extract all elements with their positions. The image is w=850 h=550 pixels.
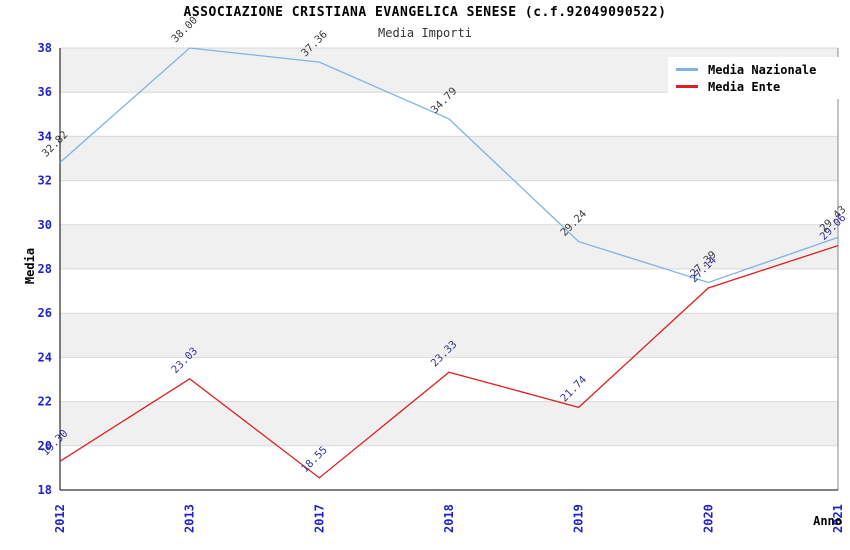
x-tick-label: 2019: [572, 504, 586, 533]
plot-band: [60, 313, 838, 358]
y-tick-label: 22: [38, 395, 52, 409]
y-tick-label: 28: [38, 262, 52, 276]
y-axis-title: Media: [23, 247, 37, 285]
y-tick-label: 18: [38, 483, 52, 497]
x-tick-label: 2017: [312, 504, 326, 533]
series-line-media-ente: [59, 244, 839, 479]
x-axis-title: Anno: [813, 514, 842, 528]
chart-title: ASSOCIAZIONE CRISTIANA EVANGELICA SENESE…: [183, 5, 667, 20]
legend-item-media-nazionale: Media Nazionale: [668, 61, 846, 78]
plot-band: [60, 136, 838, 181]
plot-band: [60, 92, 838, 137]
chart-subtitle: Media Importi: [378, 26, 472, 40]
legend-label-media-ente: Media Ente: [708, 79, 781, 94]
x-tick-label: 2018: [442, 504, 456, 533]
y-tick-label: 30: [38, 218, 52, 232]
y-tick-label: 26: [38, 306, 52, 320]
plot-band: [60, 224, 838, 269]
line-swatch-media-nazionale: [676, 68, 698, 71]
legend: Media Nazionale Media Ente: [668, 57, 846, 99]
y-tick-label: 36: [38, 85, 52, 99]
legend-item-media-ente: Media Ente: [668, 78, 846, 95]
line-swatch-media-ente: [676, 85, 698, 88]
series-line-media-nazionale: [59, 47, 839, 284]
y-tick-label: 38: [38, 41, 52, 55]
y-tick-label: 24: [38, 350, 52, 364]
plot-band: [60, 401, 838, 446]
legend-label-media-nazionale: Media Nazionale: [708, 62, 817, 77]
x-tick-label: 2013: [183, 504, 197, 533]
y-tick-label: 32: [38, 174, 52, 188]
plot-band: [60, 445, 838, 490]
x-tick-label: 2020: [701, 504, 715, 533]
plot-band: [60, 269, 838, 314]
plot-band: [60, 180, 838, 225]
y-tick-label: 20: [38, 439, 52, 453]
x-tick-label: 2012: [53, 504, 67, 533]
x-tick-label: 2021: [831, 504, 845, 533]
y-tick-label: 34: [38, 129, 52, 143]
